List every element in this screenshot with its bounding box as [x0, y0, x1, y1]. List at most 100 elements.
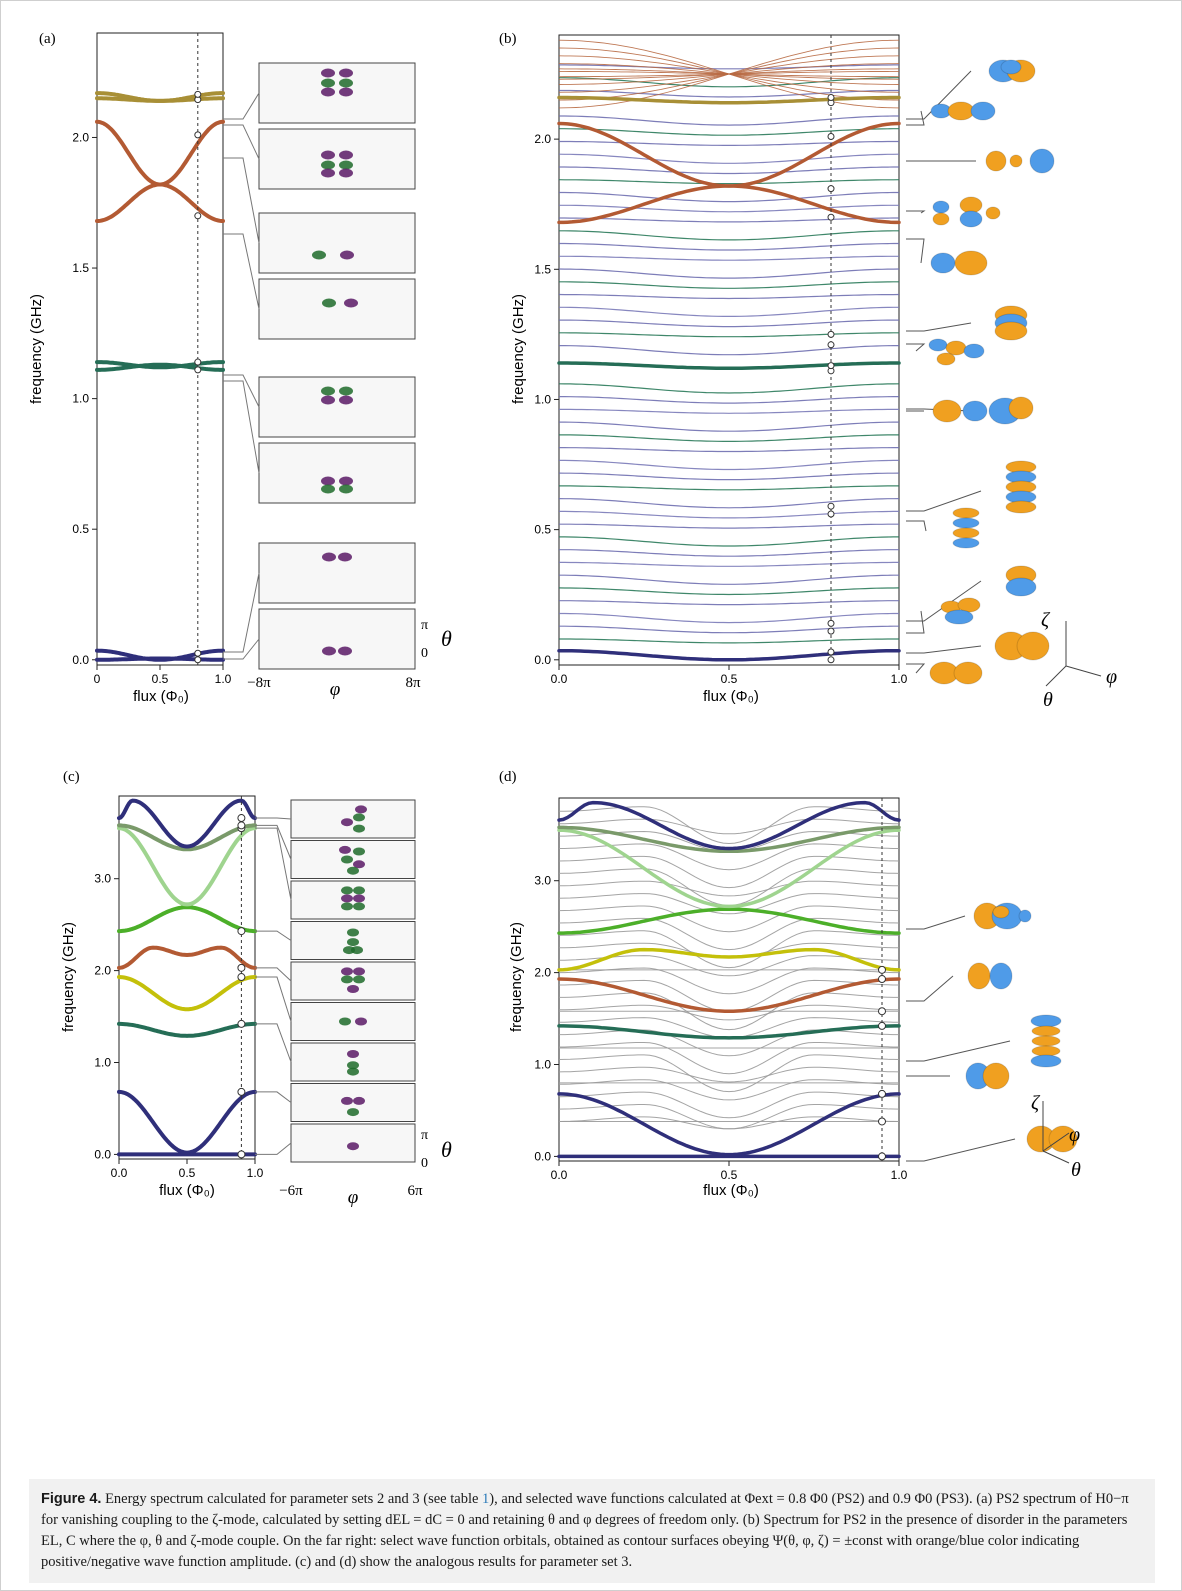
wavefunction-lobe [340, 250, 354, 260]
caption-text-1: Energy spectrum calculated for parameter… [101, 1491, 483, 1507]
axis-theta-d: θ [1071, 1159, 1081, 1181]
spectrum-level [557, 825, 901, 854]
wavefunction-lobe [353, 902, 365, 911]
spectrum-level [117, 798, 257, 849]
spectrum-level [95, 360, 225, 370]
x-tick-label: 1.0 [247, 1166, 264, 1180]
wavefunction-lobe [353, 860, 365, 869]
panel-a-plot: frequency (GHz) flux (Φ₀) 0.0 0.5 1.0 1.5 2.… [28, 32, 232, 705]
leader-line [255, 817, 292, 820]
panel-c-xlabel: flux (Φ₀) [159, 1182, 215, 1199]
figure-canvas: (a) frequency (GHz) flux (Φ₀) 0.0 0.5 1.0 1… [28, 31, 1117, 1208]
orbital-lobe [985, 150, 1007, 172]
wavefunction-lobe [353, 967, 365, 976]
orbital-lobe [953, 661, 983, 685]
y-tick-label: 0.5 [72, 522, 89, 536]
wavefunction-lobe [344, 298, 358, 308]
panel-b-orbitals [906, 59, 1055, 685]
wavefunction-lobe [347, 928, 359, 937]
y-tick-label: 1.5 [72, 261, 89, 275]
x-tick-label: 0.5 [179, 1166, 196, 1180]
orbital-leader [906, 610, 925, 634]
spectrum-level-background [558, 917, 900, 951]
spectrum-level-background [558, 930, 900, 969]
spectrum-level-background [558, 293, 900, 300]
spectrum-level-background [559, 345, 899, 356]
wavefunction-lobe [355, 805, 367, 814]
y-tick-label: 0.5 [534, 523, 551, 537]
wavefunction-lobe [321, 160, 335, 170]
spectrum-level-background [559, 967, 899, 995]
spectrum-level-background [558, 1066, 900, 1083]
y-tick-label: 3.0 [94, 872, 111, 886]
spectrum-level [557, 95, 901, 105]
spectrum-level-background [558, 1104, 900, 1130]
spectrum-level-background [559, 166, 899, 175]
leader-line [255, 1023, 292, 1063]
wavefunction-lobe [341, 894, 353, 903]
spectrum-level-background [558, 880, 900, 897]
orbital-leader [906, 490, 982, 512]
spectrum-level [95, 119, 225, 223]
wavefunction-lobe [353, 894, 365, 903]
wavefunction-lobe [338, 552, 352, 562]
panel-a-map-ylabel: θ [441, 626, 452, 651]
state-marker [194, 212, 202, 220]
wavefunction-lobe [353, 886, 365, 895]
caption-table-ref[interactable]: 1 [482, 1491, 490, 1507]
orbital-leader [906, 663, 926, 674]
state-marker [878, 1117, 886, 1126]
x-tick-label: 0.0 [551, 1168, 568, 1182]
orbital-lobe [1000, 59, 1022, 75]
spectrum-level-background [558, 383, 900, 394]
panel-d-xlabel: flux (Φ₀) [703, 1182, 759, 1199]
panel-c-map-xlabel: φ [348, 1187, 359, 1208]
spectrum-level [117, 826, 257, 907]
spectrum-level-background [559, 191, 899, 203]
panel-a-wavefunction-maps [223, 62, 416, 670]
leader-line [255, 976, 292, 1022]
spectrum-level [117, 823, 257, 852]
orbital-lobe [1018, 909, 1032, 923]
orbital-leader [906, 343, 926, 352]
spectrum-level-background [559, 77, 899, 88]
orbital-leader [906, 322, 972, 332]
panel-a-map-xlabel: φ [330, 679, 341, 700]
leader-line [223, 233, 260, 310]
wavefunction-lobe [322, 298, 336, 308]
state-marker [827, 648, 835, 656]
spectrum-level-background [559, 306, 899, 317]
spectrum-level-background [559, 447, 899, 453]
panel-a-map-ytick-pi: π [421, 618, 428, 633]
spectrum-level-background [559, 1042, 899, 1075]
spectrum-level-background [559, 281, 899, 289]
orbital-lobe [959, 210, 983, 228]
orbital-lobe [936, 352, 956, 366]
spectrum-level-background [558, 1091, 900, 1119]
y-tick-label: 3.0 [534, 874, 551, 888]
leader-line [223, 157, 260, 244]
panel-c-map-ylabel: θ [441, 1137, 452, 1162]
orbital-lobe [970, 101, 996, 121]
state-marker [237, 973, 246, 982]
wavefunction-lobe [353, 975, 365, 984]
spectrum-level [117, 945, 257, 970]
wavefunction-lobe [321, 484, 335, 494]
orbital-leader [906, 70, 972, 120]
orbital-leader [906, 915, 966, 930]
panel-c-ylabel: frequency (GHz) [60, 922, 77, 1032]
orbital-leader [906, 975, 954, 1002]
orbital-leader [906, 110, 925, 126]
orbital-lobe [952, 507, 980, 519]
leader-line [223, 374, 260, 408]
state-marker [827, 93, 835, 101]
panel-a-frame [96, 32, 224, 666]
state-marker [878, 1089, 886, 1098]
x-tick-label: 0 [94, 672, 101, 686]
wavefunction-lobe [321, 150, 335, 160]
wavefunction-map [290, 961, 416, 1001]
leader-line [255, 930, 292, 941]
orbital-lobe [952, 537, 980, 549]
state-marker [827, 502, 835, 510]
orbital-lobe [992, 905, 1010, 919]
